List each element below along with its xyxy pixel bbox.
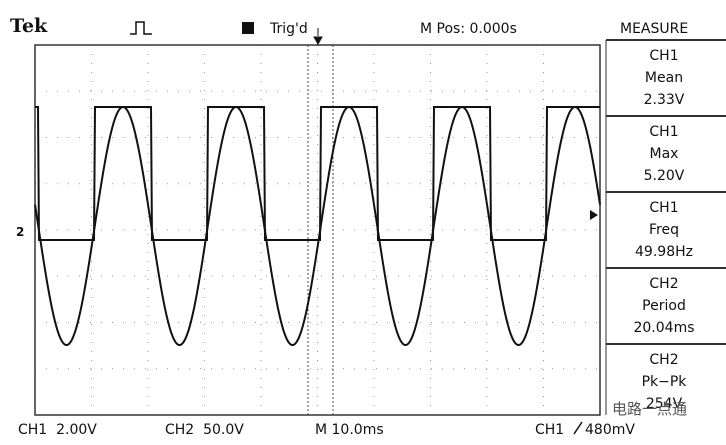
ch2-marker: 2: [16, 225, 24, 239]
measure-channel: CH1: [649, 48, 678, 64]
measure-channel: CH1: [649, 200, 678, 216]
trigger-arrow: [313, 28, 323, 46]
position: M Pos: 0.000s: [420, 21, 517, 37]
ch1-scale: CH1 2.00V: [18, 422, 97, 438]
measure-panel: CH1 Mean 2.33V CH1 Max 5.20V CH1 Freq 49.98Hz CH2…: [605, 39, 726, 415]
measure-channel: CH2: [649, 352, 678, 368]
timebase: M 10.0ms: [315, 422, 384, 438]
brand: Tek: [10, 15, 48, 37]
measure-label: Pk−Pk: [642, 374, 688, 390]
ch1-waveform: [35, 106, 600, 241]
trigger-level: 480mV: [585, 422, 635, 438]
measure-label: Mean: [645, 70, 683, 86]
graticule-border: [34, 44, 601, 416]
measure-value: 49.98Hz: [635, 244, 693, 260]
measure-value: 2.33V: [644, 92, 685, 108]
measure-value: 254V: [646, 396, 683, 412]
measure-value: 20.04ms: [633, 320, 694, 336]
trigger-source: CH1: [535, 422, 564, 438]
measure-label: Freq: [649, 222, 679, 238]
measure-title: MEASURE: [620, 21, 688, 37]
trigger-slope: [573, 421, 583, 435]
measure-channel: CH2: [649, 276, 678, 292]
trigger-status: Trig'd: [269, 21, 308, 37]
watermark: 电路一点通: [612, 400, 687, 418]
acquire-icon: [130, 21, 152, 35]
measure-channel: CH1: [649, 124, 678, 140]
measure-value: 5.20V: [644, 168, 685, 184]
measure-label: Max: [650, 146, 679, 162]
trigger-level-arrow: [590, 210, 598, 220]
measure-label: Period: [642, 298, 686, 314]
ch2-scale: CH2 50.0V: [165, 422, 244, 438]
ch2-waveform: [34, 105, 601, 346]
trig-icon: [242, 22, 254, 34]
